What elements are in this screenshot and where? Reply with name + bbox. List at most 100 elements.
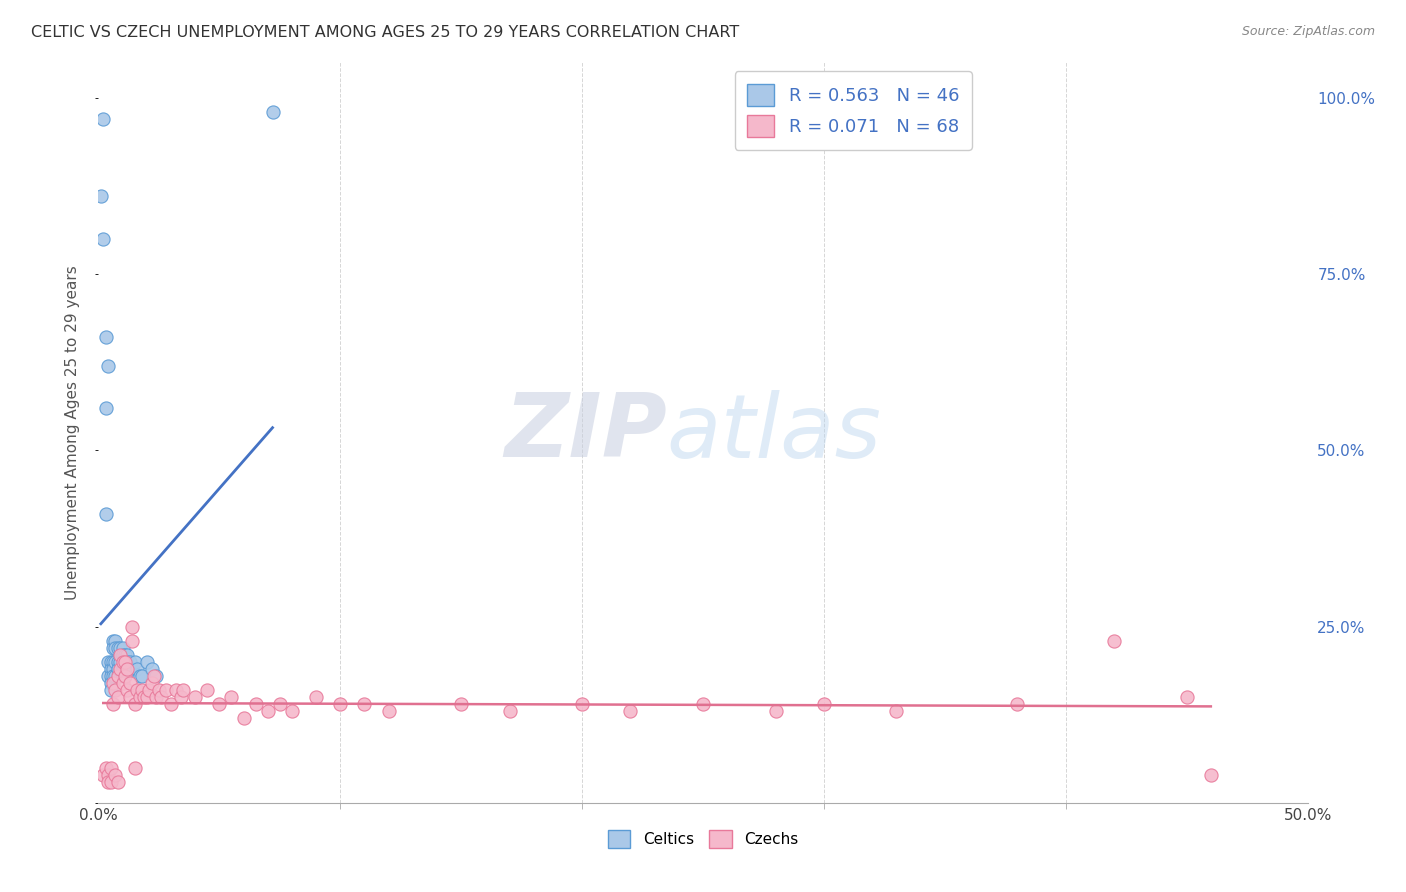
Czechs	[97, 774, 120, 789]
Czechs	[571, 697, 593, 711]
Celtics	[124, 655, 146, 669]
Czechs	[124, 760, 146, 774]
Czechs	[100, 760, 122, 774]
Czechs	[138, 683, 160, 698]
Czechs	[221, 690, 243, 704]
Czechs	[134, 690, 156, 704]
Celtics	[127, 662, 149, 676]
Celtics	[94, 330, 117, 344]
Czechs	[450, 697, 472, 711]
Czechs	[150, 690, 173, 704]
Celtics	[104, 640, 127, 655]
Celtics	[104, 669, 127, 683]
Czechs	[692, 697, 714, 711]
Czechs	[108, 662, 131, 676]
Czechs	[94, 760, 117, 774]
Czechs	[232, 711, 254, 725]
Celtics	[100, 683, 122, 698]
Celtics	[94, 401, 117, 415]
Czechs	[111, 655, 134, 669]
Celtics	[131, 669, 153, 683]
Czechs	[117, 662, 139, 676]
Celtics	[107, 662, 129, 676]
Czechs	[155, 683, 177, 698]
Czechs	[111, 676, 134, 690]
Celtics	[91, 232, 114, 246]
Text: atlas: atlas	[666, 390, 882, 475]
Celtics	[108, 640, 131, 655]
Y-axis label: Unemployment Among Ages 25 to 29 years: Unemployment Among Ages 25 to 29 years	[65, 265, 80, 600]
Czechs	[127, 683, 149, 698]
Celtics	[107, 640, 129, 655]
Czechs	[97, 767, 120, 781]
Czechs	[169, 690, 191, 704]
Czechs	[165, 683, 187, 698]
Celtics	[111, 669, 134, 683]
Czechs	[114, 669, 136, 683]
Celtics	[107, 655, 129, 669]
Celtics	[97, 655, 120, 669]
Celtics	[97, 669, 120, 683]
Czechs	[765, 704, 787, 718]
Czechs	[117, 683, 139, 698]
Text: Source: ZipAtlas.com: Source: ZipAtlas.com	[1241, 25, 1375, 38]
Czechs	[813, 697, 835, 711]
Czechs	[377, 704, 399, 718]
Celtics	[100, 669, 122, 683]
Celtics	[117, 648, 139, 662]
Czechs	[195, 683, 218, 698]
Celtics	[121, 662, 143, 676]
Czechs	[184, 690, 207, 704]
Celtics	[111, 662, 134, 676]
Celtics	[128, 669, 150, 683]
Czechs	[104, 767, 127, 781]
Czechs	[100, 774, 122, 789]
Celtics	[94, 507, 117, 521]
Czechs	[145, 690, 167, 704]
Czechs	[329, 697, 352, 711]
Czechs	[256, 704, 278, 718]
Czechs	[281, 704, 304, 718]
Czechs	[305, 690, 328, 704]
Czechs	[148, 683, 170, 698]
Czechs	[121, 619, 143, 633]
Text: ZIP: ZIP	[503, 389, 666, 476]
Czechs	[118, 690, 141, 704]
Czechs	[124, 697, 146, 711]
Celtics	[97, 359, 120, 373]
Celtics	[101, 669, 124, 683]
Celtics	[108, 655, 131, 669]
Czechs	[101, 676, 124, 690]
Celtics	[111, 648, 134, 662]
Celtics	[111, 640, 134, 655]
Czechs	[107, 690, 129, 704]
Czechs	[91, 767, 114, 781]
Czechs	[886, 704, 908, 718]
Czechs	[101, 697, 124, 711]
Czechs	[143, 669, 166, 683]
Czechs	[114, 655, 136, 669]
Czechs	[108, 648, 131, 662]
Czechs	[1102, 633, 1125, 648]
Czechs	[245, 697, 267, 711]
Czechs	[269, 697, 291, 711]
Celtics	[135, 655, 157, 669]
Czechs	[208, 697, 231, 711]
Celtics	[100, 655, 122, 669]
Czechs	[104, 683, 127, 698]
Celtics	[104, 633, 127, 648]
Celtics	[145, 669, 167, 683]
Celtics	[117, 655, 139, 669]
Czechs	[135, 690, 157, 704]
Czechs	[107, 669, 129, 683]
Czechs	[131, 683, 153, 698]
Czechs	[1175, 690, 1198, 704]
Legend: Celtics, Czechs: Celtics, Czechs	[602, 823, 804, 855]
Czechs	[1199, 767, 1222, 781]
Celtics	[91, 112, 114, 126]
Celtics	[101, 633, 124, 648]
Czechs	[121, 633, 143, 648]
Czechs	[353, 697, 375, 711]
Celtics	[118, 662, 141, 676]
Czechs	[498, 704, 520, 718]
